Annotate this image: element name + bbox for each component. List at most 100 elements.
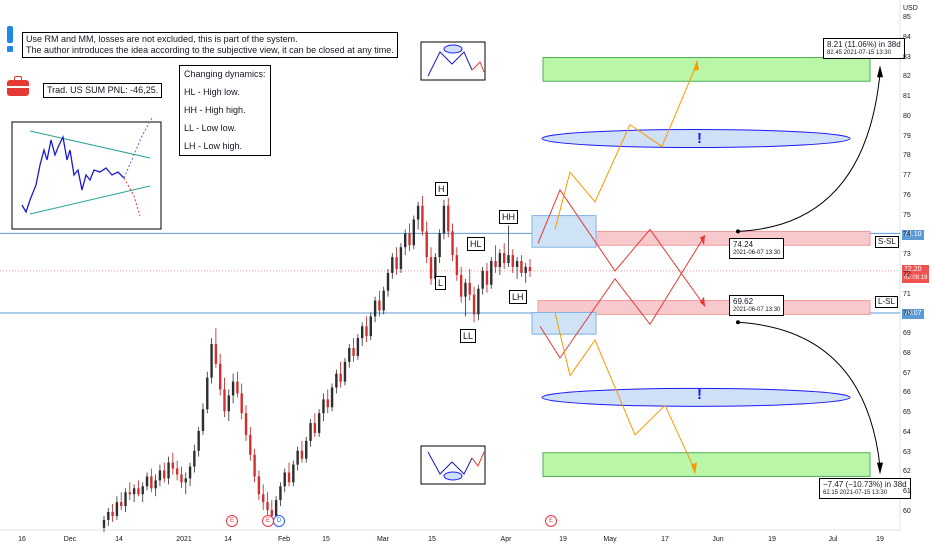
candle-body	[369, 316, 372, 337]
long-scenario-path	[539, 235, 706, 359]
upside-target-tag: 8.21 (11.06%) in 38d 82.45 2021-07-15 13…	[823, 38, 905, 59]
time-tick-label: Jun	[712, 536, 724, 543]
dynamics-title: Changing dynamics:	[184, 69, 266, 79]
candle-body	[317, 413, 321, 433]
candle-body	[442, 205, 446, 234]
candle-body	[175, 468, 179, 475]
candle-body	[416, 205, 420, 220]
downside-connector	[737, 321, 881, 467]
candle-body	[348, 347, 351, 362]
candle-body	[128, 492, 132, 495]
pnl-note: Trad. US SUM PNL: -46,25.	[43, 83, 163, 98]
price-tick-label: 75	[903, 211, 911, 219]
price-tick-label: 62	[903, 468, 911, 476]
price-tick-label: 64	[903, 428, 911, 436]
candle-body	[485, 270, 489, 285]
candle-body	[391, 257, 394, 273]
candle-body	[300, 450, 304, 459]
candle-body	[386, 272, 390, 291]
double-bottom-path	[427, 451, 473, 475]
price-tick-label: 80	[903, 112, 911, 120]
warning-exclamation-upper: !	[697, 130, 702, 147]
candle-body	[206, 377, 209, 410]
candle-body	[107, 512, 110, 520]
info-icon	[7, 26, 13, 43]
candle-body	[188, 466, 192, 479]
short-entry-time: 2021-06-07 13:30	[733, 250, 781, 256]
warning-exclamation-lower: !	[697, 386, 702, 403]
price-tick-label: 79	[903, 132, 911, 140]
candle-body	[124, 492, 127, 507]
candle-body	[266, 502, 269, 511]
short-arrowhead	[700, 296, 705, 307]
dynamics-hh: HH - High high.	[184, 105, 246, 115]
upside-connector	[737, 73, 881, 232]
price-tick-label: 81	[903, 93, 911, 101]
candle-body	[352, 347, 355, 356]
thumb-lower-trendline	[29, 185, 151, 215]
candle-body	[240, 393, 243, 414]
upside-connector-arrow	[877, 65, 883, 78]
double-top-path	[427, 51, 473, 77]
time-tick-label: Apr	[500, 536, 512, 543]
candle-body	[507, 255, 510, 264]
price-tick-label: 60	[903, 508, 911, 515]
candle-body	[434, 257, 437, 279]
candle-body	[167, 462, 170, 479]
candle-body	[404, 233, 407, 248]
thumb-bear-projection	[123, 177, 141, 217]
candle-body	[115, 502, 119, 516]
earnings-event-icon[interactable]: E	[226, 515, 238, 527]
time-tick-label: Feb	[277, 536, 291, 543]
candle-body	[330, 387, 334, 408]
candle-body	[137, 488, 140, 495]
candle-body	[447, 205, 450, 232]
candle-body	[481, 270, 484, 289]
take-profit-zone	[542, 452, 871, 477]
candle-body	[262, 494, 265, 503]
wave-label-lh: LH	[509, 290, 527, 304]
time-tick-label: 15	[322, 536, 330, 543]
short-entry-tag: 74.24 2021-06-07 13:30	[729, 238, 785, 259]
candle-body	[184, 478, 187, 483]
candle-body	[360, 326, 364, 339]
price-tick-label: 63	[903, 448, 911, 456]
rules-line-2: The author introduces the idea according…	[26, 45, 394, 55]
time-tick-label: 15	[428, 536, 436, 543]
earnings-event-icon-2[interactable]: E	[262, 515, 274, 527]
price-tick-label: 76	[903, 191, 911, 199]
wave-label-h: H	[435, 182, 448, 196]
short-stop-loss-label: S-SL	[875, 236, 899, 248]
candle-body	[326, 399, 329, 408]
candle-body	[511, 255, 514, 267]
dynamics-note: Changing dynamics: HL - High low. HH - H…	[179, 65, 271, 156]
candle-body	[472, 294, 476, 315]
info-icon-dot	[7, 46, 13, 52]
candle-body	[249, 434, 252, 455]
price-tick-label: 73	[903, 251, 911, 259]
price-tick-label: 70	[903, 310, 911, 318]
wave-label-hh: HH	[499, 210, 518, 224]
price-tick-label: 85	[903, 14, 911, 21]
candle-body	[145, 476, 149, 487]
candle-body	[111, 512, 114, 516]
candle-body	[408, 233, 411, 246]
time-tick-label: 14	[115, 536, 123, 543]
candle-body	[279, 486, 282, 501]
candle-body	[283, 472, 286, 487]
short-entry-price: 74.24	[733, 240, 754, 249]
price-tick-label: 82	[903, 73, 911, 81]
long-entry-price: 69.62	[733, 297, 754, 306]
candle-body	[257, 476, 261, 495]
candle-body	[150, 476, 153, 489]
last-price-badge: 72.20 02:08:19	[902, 265, 930, 283]
earnings-event-icon-3[interactable]: E	[545, 515, 557, 527]
dynamics-ll: LL - Low low.	[184, 123, 237, 133]
short-scenario-path	[537, 188, 706, 307]
dividend-event-icon[interactable]: D	[273, 515, 285, 527]
price-tick-label: 67	[903, 369, 911, 377]
candle-body	[292, 464, 295, 483]
long-entry-time: 2021-06-07 13:30	[733, 307, 781, 313]
candle-body	[163, 470, 166, 479]
